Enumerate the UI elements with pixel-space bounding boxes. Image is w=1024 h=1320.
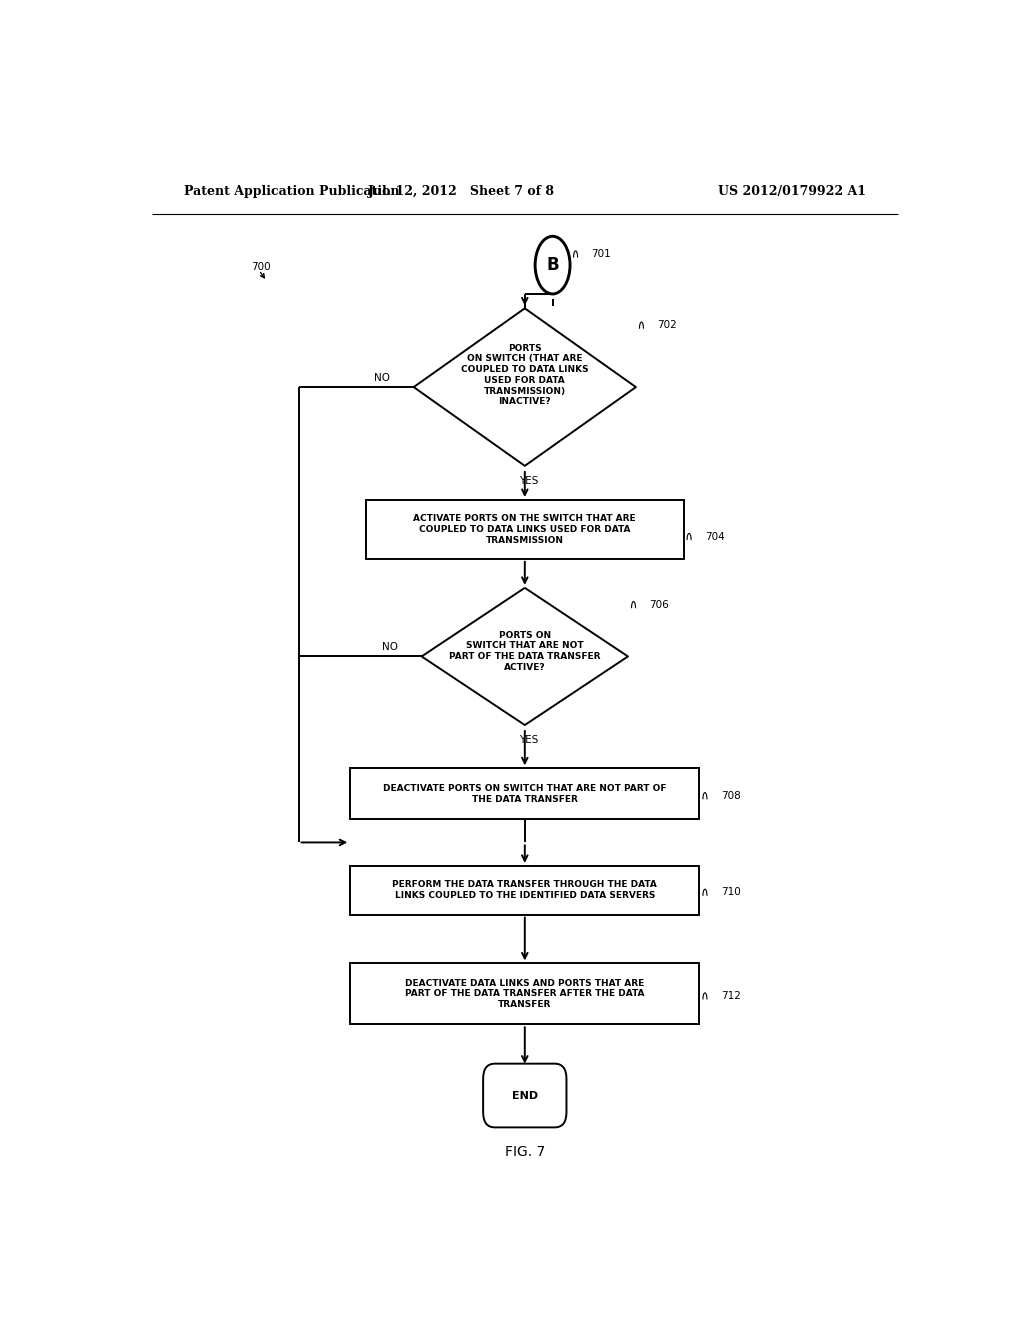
Bar: [350, 964, 699, 1024]
Text: 710: 710: [721, 887, 740, 898]
Text: 706: 706: [649, 599, 669, 610]
Text: PORTS ON
SWITCH THAT ARE NOT
PART OF THE DATA TRANSFER
ACTIVE?: PORTS ON SWITCH THAT ARE NOT PART OF THE…: [450, 631, 600, 672]
Text: B: B: [546, 256, 559, 275]
Text: NO: NO: [382, 643, 397, 652]
Text: NO: NO: [374, 374, 390, 383]
Text: 712: 712: [721, 991, 740, 1001]
Ellipse shape: [536, 236, 570, 294]
Text: 708: 708: [721, 791, 740, 801]
Text: Patent Application Publication: Patent Application Publication: [183, 185, 399, 198]
Bar: [350, 768, 699, 818]
Text: PORTS
ON SWITCH (THAT ARE
COUPLED TO DATA LINKS
USED FOR DATA
TRANSMISSION)
INAC: PORTS ON SWITCH (THAT ARE COUPLED TO DAT…: [461, 343, 589, 407]
Text: 704: 704: [705, 532, 725, 541]
Text: DEACTIVATE PORTS ON SWITCH THAT ARE NOT PART OF
THE DATA TRANSFER: DEACTIVATE PORTS ON SWITCH THAT ARE NOT …: [383, 784, 667, 804]
Bar: [367, 500, 684, 558]
Text: FIG. 7: FIG. 7: [505, 1146, 545, 1159]
Text: 701: 701: [592, 249, 611, 259]
Text: DEACTIVATE DATA LINKS AND PORTS THAT ARE
PART OF THE DATA TRANSFER AFTER THE DAT: DEACTIVATE DATA LINKS AND PORTS THAT ARE…: [406, 978, 644, 1008]
Text: END: END: [512, 1090, 538, 1101]
Text: 700: 700: [251, 263, 270, 272]
Text: PERFORM THE DATA TRANSFER THROUGH THE DATA
LINKS COUPLED TO THE IDENTIFIED DATA : PERFORM THE DATA TRANSFER THROUGH THE DA…: [392, 880, 657, 900]
FancyBboxPatch shape: [483, 1064, 566, 1127]
Text: YES: YES: [519, 735, 539, 746]
Text: US 2012/0179922 A1: US 2012/0179922 A1: [718, 185, 866, 198]
Text: YES: YES: [519, 477, 539, 486]
Bar: [350, 866, 699, 915]
Text: 702: 702: [657, 319, 677, 330]
Text: Jul. 12, 2012   Sheet 7 of 8: Jul. 12, 2012 Sheet 7 of 8: [368, 185, 555, 198]
Text: ACTIVATE PORTS ON THE SWITCH THAT ARE
COUPLED TO DATA LINKS USED FOR DATA
TRANSM: ACTIVATE PORTS ON THE SWITCH THAT ARE CO…: [414, 513, 636, 545]
